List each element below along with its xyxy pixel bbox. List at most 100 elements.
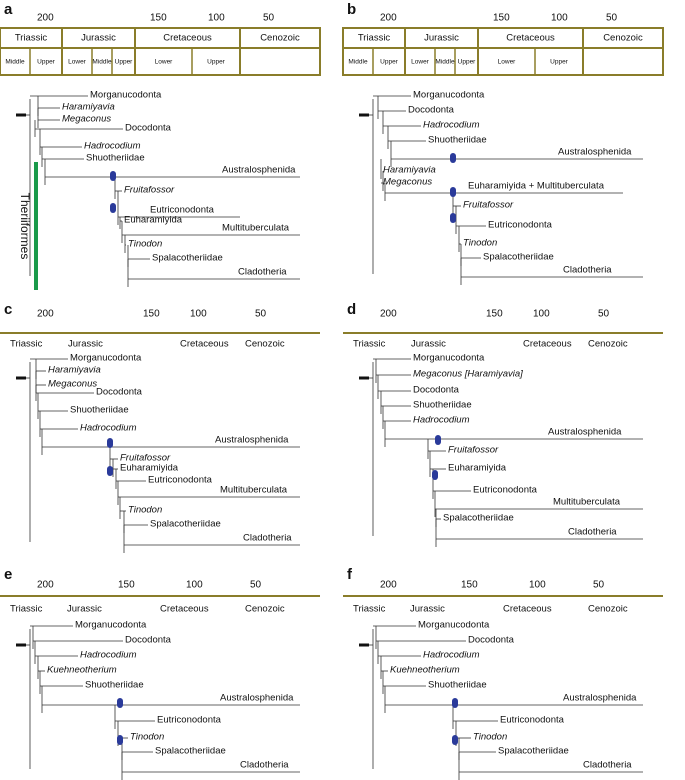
taxon-label: Megaconus (62, 114, 111, 125)
panel: c 200 150 100 50 Triassic Jurassic Cretaceous Ce… (0, 301, 320, 553)
taxon-label: Spalacotheriidae (443, 513, 514, 524)
panel: a 200 150 100 50 Triassic Jurassic Cretaceous Ce… (0, 1, 321, 290)
taxon-label: Docodonta (96, 387, 143, 398)
taxon-label: Shuotheriidae (70, 405, 129, 416)
epoch-label: Upper (37, 59, 56, 66)
taxon-label: Megaconus [Haramiyavia] (413, 369, 523, 380)
taxon-label: Hadrocodium (80, 423, 137, 434)
panel: f 200 150 100 50 Triassic Jurassic Cretaceous Ce… (343, 566, 663, 780)
age-label: 150 (143, 309, 160, 320)
age-label: 150 (486, 309, 503, 320)
panel-letter: c (4, 301, 12, 318)
age-label: 50 (250, 580, 262, 591)
taxon-label: Tinodon (128, 505, 162, 516)
node-marker (435, 435, 441, 445)
age-label: 100 (208, 13, 225, 24)
node-marker (117, 735, 123, 745)
taxon-label: Cladotheria (583, 760, 632, 771)
taxon-label: Morganucodonta (413, 90, 485, 101)
taxon-label: Haramiyavia (62, 102, 115, 113)
taxon-label: Haramiyavia (383, 165, 436, 176)
epoch-label: Middle (348, 59, 368, 66)
epoch-label: Upper (207, 59, 226, 66)
age-label: 100 (186, 580, 203, 591)
panel: b 200 150 100 50 Triassic Jurassic Cretaceous Ce… (342, 1, 664, 285)
period-label: Cenozoic (260, 33, 300, 44)
node-marker (450, 213, 456, 223)
age-label: 50 (598, 309, 610, 320)
taxon-label: Eutriconodonta (148, 475, 213, 486)
period-label: Jurassic (68, 339, 103, 350)
age-label: 150 (461, 580, 478, 591)
taxon-label: Megaconus (383, 177, 432, 188)
taxon-label: Tinodon (473, 732, 507, 743)
epoch-label: Middle (92, 59, 112, 66)
taxon-label: Morganucodonta (413, 353, 485, 364)
epoch-label: Lower (68, 59, 87, 66)
taxon-label: Spalacotheriidae (152, 253, 223, 264)
taxon-label: Docodonta (125, 123, 172, 134)
node-marker (110, 171, 116, 181)
taxon-label: Docodonta (408, 105, 455, 116)
age-label: 200 (380, 13, 397, 24)
period-label: Triassic (353, 604, 386, 615)
epoch-label: Middle (5, 59, 25, 66)
taxon-label: Docodonta (413, 385, 460, 396)
panel: d 200 150 100 50 Triassic Jurassic Cretaceous Ce… (343, 301, 663, 547)
epoch-label: Middle (435, 59, 455, 66)
taxon-label: Australosphenida (222, 165, 296, 176)
age-label: 200 (37, 13, 54, 24)
taxon-label: Docodonta (125, 635, 172, 646)
timescale-box (342, 27, 664, 76)
taxon-label: Shuotheriidae (86, 153, 145, 164)
period-label: Jurassic (411, 339, 446, 350)
epoch-label: Upper (458, 59, 477, 66)
taxon-label: Eutriconodonta (488, 220, 553, 231)
taxon-label: Australosphenida (220, 693, 294, 704)
period-label: Triassic (10, 604, 43, 615)
taxon-label: Hadrocodium (84, 141, 141, 152)
age-label: 50 (606, 13, 618, 24)
period-label: Jurassic (81, 33, 116, 44)
age-label: 50 (255, 309, 267, 320)
taxon-label: Haramiyavia (48, 365, 101, 376)
age-label: 200 (380, 580, 397, 591)
taxon-label: Cladotheria (568, 527, 617, 538)
age-label: 150 (118, 580, 135, 591)
taxon-label: Australosphenida (548, 427, 622, 438)
panel-letter: a (4, 1, 13, 18)
taxon-label: Eutriconodonta (157, 715, 222, 726)
age-label: 50 (593, 580, 605, 591)
taxon-label: Tinodon (130, 732, 164, 743)
age-label: 100 (190, 309, 207, 320)
timescale-box (0, 27, 321, 76)
taxon-label: Eutriconodonta (473, 485, 538, 496)
age-label: 150 (493, 13, 510, 24)
panel-letter: d (347, 301, 356, 318)
node-marker (110, 203, 116, 213)
age-label: 100 (533, 309, 550, 320)
node-marker (117, 698, 123, 708)
age-label: 150 (150, 13, 167, 24)
taxon-label: Spalacotheriidae (498, 746, 569, 757)
node-marker (452, 698, 458, 708)
node-marker (450, 187, 456, 197)
period-label: Cenozoic (245, 339, 285, 350)
taxon-label: Shuotheriidae (413, 400, 472, 411)
taxon-label: Euharamiyida (124, 215, 183, 226)
taxon-label: Fruitafossor (463, 200, 514, 211)
panel: e 200 150 100 50 Triassic Jurassic Cretaceous Ce… (0, 566, 320, 780)
epoch-label: Lower (411, 59, 430, 66)
node-marker (107, 438, 113, 448)
taxon-label: Australosphenida (215, 435, 289, 446)
period-label: Triassic (353, 339, 386, 350)
taxon-label: Multituberculata (222, 223, 290, 234)
taxon-label: Hadrocodium (413, 415, 470, 426)
taxon-label: Cladotheria (240, 760, 289, 771)
taxon-label: Eutriconodonta (150, 205, 215, 216)
taxon-label: Multituberculata (553, 497, 621, 508)
taxon-label: Spalacotheriidae (150, 519, 221, 530)
panel-letter: b (347, 1, 356, 18)
period-label: Jurassic (67, 604, 102, 615)
